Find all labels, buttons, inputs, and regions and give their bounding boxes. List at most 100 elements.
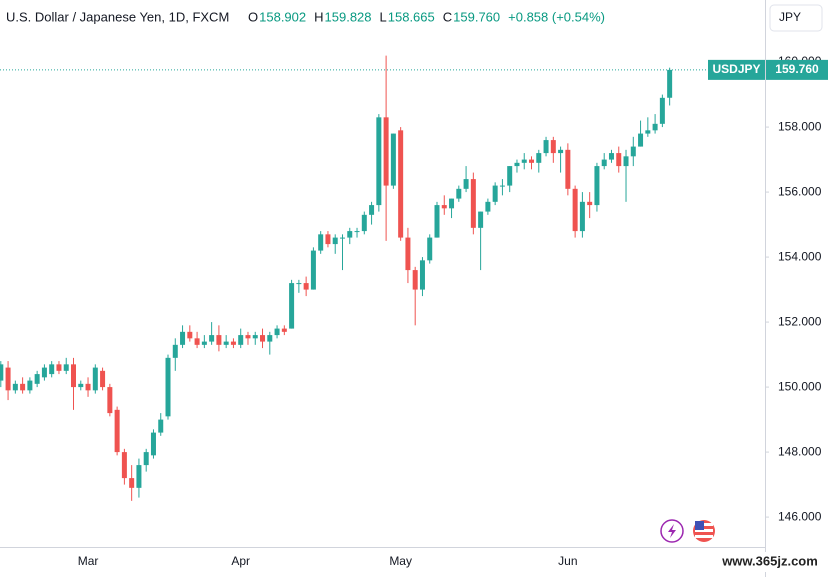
candle-body [230,341,236,345]
candle-body [289,283,295,329]
candle-body [310,250,316,290]
candle-body [49,364,55,375]
candle-body [449,198,455,209]
candle-body [572,188,578,232]
candle-body [354,231,360,233]
icons [660,519,715,543]
y-tick-label: 148.000 [778,444,822,458]
lightning [668,524,676,538]
candle-body [303,283,309,290]
candle-body [390,133,396,186]
currency-button-box[interactable] [769,4,823,32]
candle-body [281,328,287,332]
y-tick-label: 150.000 [778,379,822,393]
candle-body [252,335,258,339]
candle-body [143,452,149,466]
candle-body [165,357,171,417]
candle-body [398,130,404,238]
candle-body [405,237,411,271]
candle-body [514,162,520,167]
currency-label[interactable]: JPY [779,10,801,24]
candle-body [114,409,120,453]
candle-body [245,335,251,339]
candle-body [150,432,156,456]
candle-body [565,149,571,189]
flag-stripe [695,529,713,532]
candle-body [12,383,18,391]
candle-body [376,117,382,206]
candle-body [412,270,418,290]
candle-body [121,452,127,479]
candle-body [645,130,651,134]
candle-body [194,338,200,345]
candle-body [594,166,600,206]
candle-body [172,344,178,358]
candle-body [434,205,440,238]
candle-body [536,153,542,163]
candle-body [223,341,229,345]
y-tick-label: 154.000 [778,249,822,263]
currency-button[interactable]: JPY [769,4,823,32]
legend-change: +0.858 (+0.54%) [508,9,605,24]
candle-body [201,341,207,345]
candle-body [78,383,84,388]
candle-body [0,364,4,381]
x-tick-label: Jun [558,554,577,568]
candle-body [20,383,26,391]
candle-body [238,335,244,345]
candle-body [441,205,447,209]
candle-body [638,133,644,147]
candle-body [325,234,331,245]
candle-body [71,364,76,388]
candle-body [180,331,186,345]
x-tick-label: Mar [78,554,99,568]
candle-body [347,231,353,238]
candle-body [332,237,338,245]
flag-canton [695,521,704,530]
candle-body [558,149,564,154]
candle-body [521,159,527,163]
candle-body [652,123,658,131]
candle-body [369,205,375,215]
candle-body [267,335,273,342]
candle-body [456,188,462,199]
legend-field-value: 159.760 [453,9,500,24]
candle-body [318,234,324,251]
candle-body [529,159,535,163]
candle-body [485,201,491,212]
candle-body [659,97,665,124]
watermark-bg [704,552,836,572]
candle-body [587,201,593,206]
candle-body [499,185,505,187]
candle-body [667,69,673,98]
axes: 146.000 148.000 150.000 152.000 154.000 156.0… [78,54,828,568]
x-tick-label: May [389,554,412,568]
legend-field-value: 158.665 [388,9,435,24]
candle-body [419,260,425,290]
plot-area [0,55,765,501]
price-label: 159.760 [775,62,819,76]
candle-body [41,367,47,378]
legend-field-value: 158.902 [259,9,306,24]
symbol-label: USDJPY [712,62,760,76]
candle-body [92,367,98,391]
candle-body [550,140,556,154]
candle-body [136,465,142,488]
candle-body [601,159,607,167]
candle-body [478,211,484,228]
candle-body [427,237,433,261]
candle-body [63,364,69,371]
legend-field-label: C [443,9,452,24]
candle-body [623,156,629,167]
candle-body [187,331,193,339]
candle-body [260,335,266,342]
candle-body [216,335,222,345]
watermark-text: www.365jz.com [721,553,818,568]
candle-body [470,179,476,228]
candle-body [463,179,469,189]
candle-body [85,383,91,391]
y-tick-label: 152.000 [778,314,822,328]
